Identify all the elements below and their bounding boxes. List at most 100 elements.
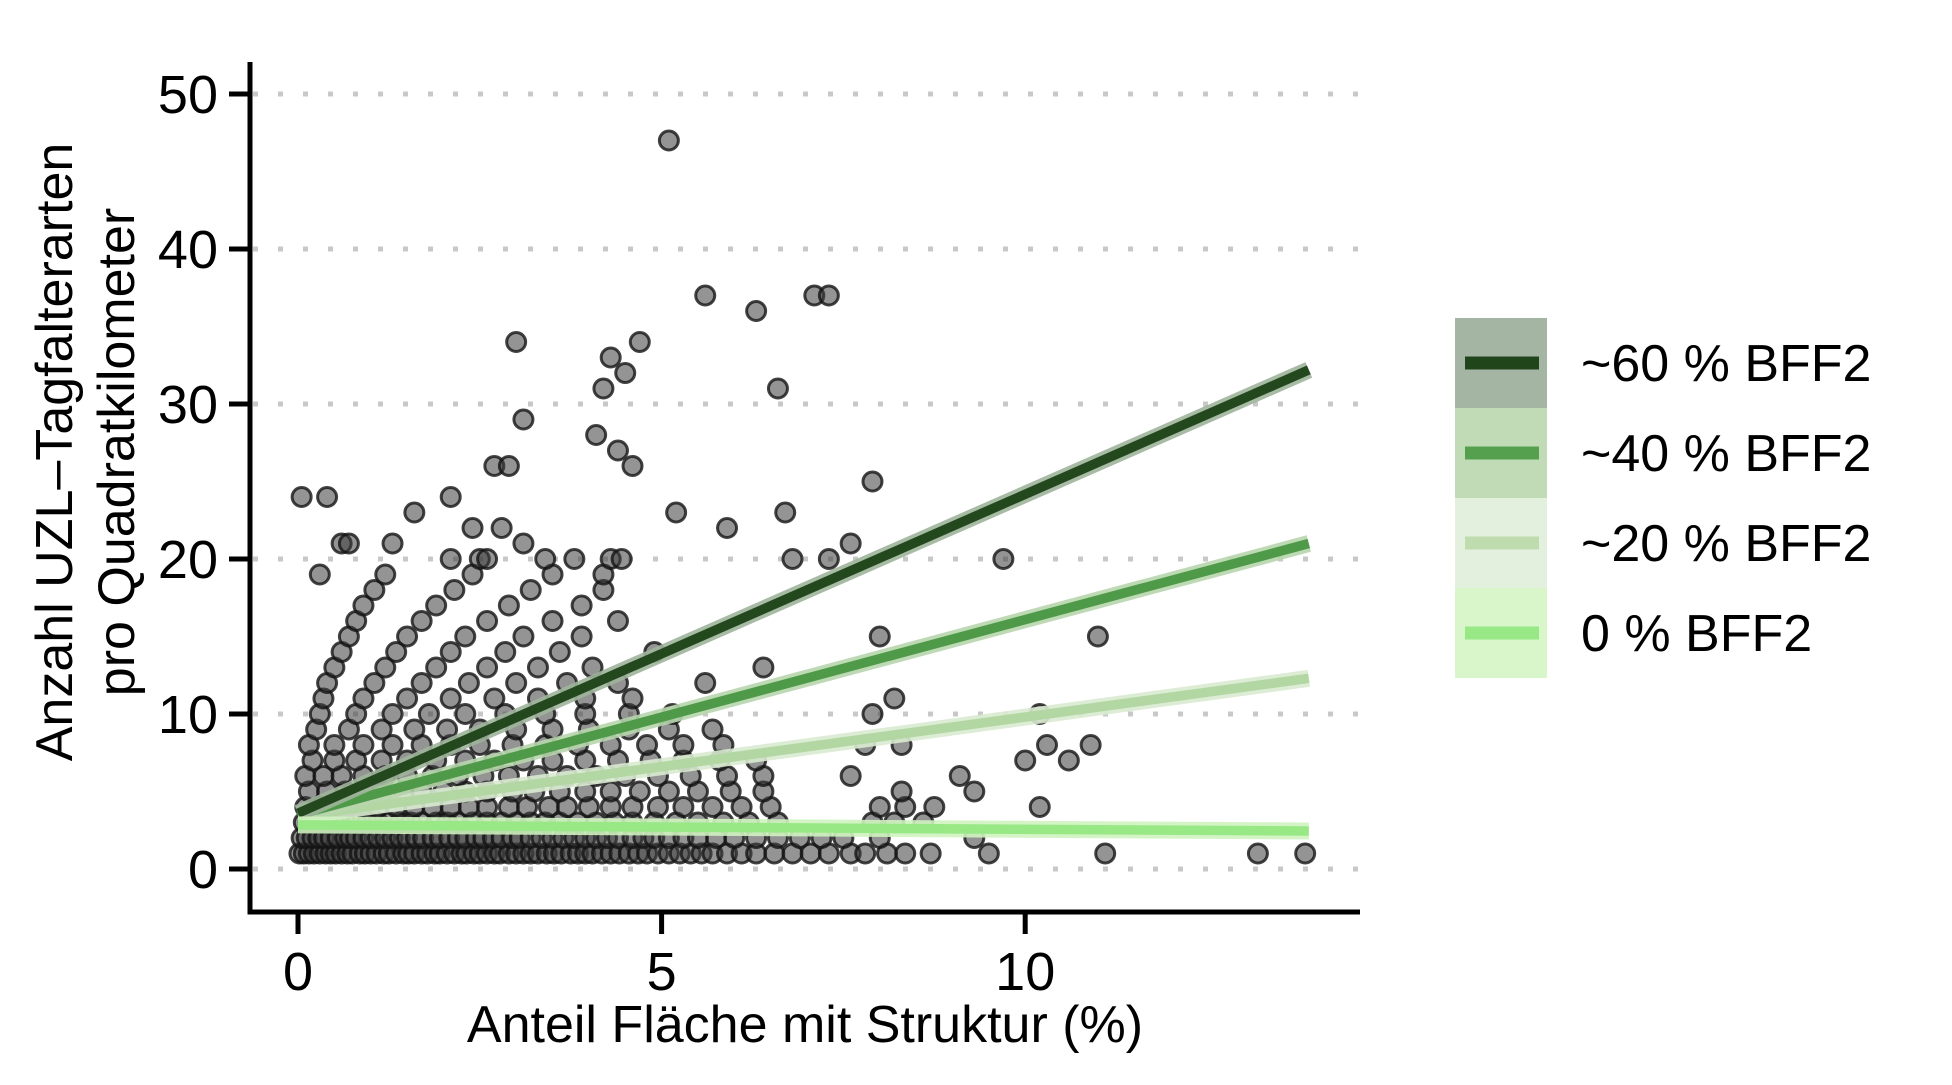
scatter-point bbox=[439, 641, 462, 663]
y-tick-label-10: 10 bbox=[158, 685, 218, 745]
scatter-point bbox=[381, 532, 404, 555]
trend-line-0 % BFF2 bbox=[297, 820, 1309, 836]
scatter-point bbox=[963, 780, 986, 803]
trend-lines bbox=[294, 362, 1313, 840]
scatter-point bbox=[781, 548, 804, 570]
scatter-point bbox=[385, 641, 408, 663]
y-tick-label-20: 20 bbox=[158, 530, 218, 590]
scatter-point bbox=[894, 842, 917, 865]
scatter-point bbox=[977, 842, 1000, 865]
scatter-point bbox=[883, 687, 906, 710]
scatter-point bbox=[526, 656, 549, 679]
scatter-point bbox=[606, 610, 629, 632]
scatter-point bbox=[628, 331, 651, 353]
scatter-point bbox=[443, 579, 466, 601]
scatter-point bbox=[694, 672, 717, 694]
scatter-point bbox=[461, 517, 484, 539]
scatter-point bbox=[716, 517, 739, 539]
scatter-point bbox=[519, 579, 542, 601]
scatter-point bbox=[476, 656, 499, 679]
scatter-point bbox=[374, 656, 397, 679]
scatter-point bbox=[352, 594, 375, 617]
scatter-point bbox=[410, 672, 433, 694]
trend-line-~60 % BFF2 bbox=[296, 365, 1311, 818]
scatter-point bbox=[370, 718, 393, 741]
scatter-point bbox=[817, 548, 840, 570]
scatter-point bbox=[1246, 842, 1269, 865]
scatter-point bbox=[570, 625, 593, 648]
scatter-point bbox=[614, 362, 637, 384]
scatter-point bbox=[403, 501, 426, 524]
x-tick-label-0: 0 bbox=[283, 942, 313, 1002]
axes bbox=[229, 62, 1360, 934]
tick-labels: 0 10 20 30 40 50 0 5 10 bbox=[158, 65, 1055, 1002]
x-tick-label-10: 10 bbox=[995, 942, 1055, 1002]
scatter-point bbox=[381, 734, 404, 756]
scatter-point bbox=[497, 455, 520, 477]
scatter-point bbox=[563, 548, 586, 570]
scatter-point bbox=[396, 687, 419, 710]
scatter-point bbox=[290, 486, 313, 508]
scatter-point bbox=[657, 129, 680, 152]
scatter-point bbox=[657, 780, 680, 803]
scatter-point bbox=[374, 563, 397, 586]
scatter-point bbox=[868, 625, 891, 648]
y-tick-label-0: 0 bbox=[188, 840, 218, 900]
scatter-point bbox=[672, 796, 695, 818]
scatter-point bbox=[621, 687, 644, 710]
scatter-point bbox=[352, 734, 375, 756]
scatter-point bbox=[439, 687, 462, 710]
legend-label-1: ~40 % BFF2 bbox=[1581, 425, 1871, 483]
scatter-point bbox=[425, 594, 448, 617]
legend-key-line-1 bbox=[1465, 446, 1539, 460]
scatter-point bbox=[494, 641, 517, 663]
scatter-point bbox=[868, 796, 891, 818]
scatter-point bbox=[497, 594, 520, 617]
scatter-point bbox=[672, 734, 695, 756]
scatter-point bbox=[701, 718, 724, 741]
scatter-point bbox=[505, 331, 528, 353]
scatter-point bbox=[505, 672, 528, 694]
scatter-point bbox=[766, 377, 789, 400]
scatter-point bbox=[745, 300, 768, 322]
scatter-point bbox=[923, 796, 946, 818]
scatter-point bbox=[646, 796, 669, 818]
scatter-point bbox=[337, 532, 360, 555]
scatter-point bbox=[363, 672, 386, 694]
scatter-point bbox=[992, 548, 1015, 570]
scatter-point bbox=[861, 470, 884, 493]
scatter-point bbox=[476, 548, 499, 570]
scatter-point bbox=[439, 486, 462, 508]
legend-label-2: ~20 % BFF2 bbox=[1581, 515, 1871, 573]
scatter-point bbox=[585, 424, 608, 446]
scatter-point bbox=[541, 610, 564, 632]
scatter-point bbox=[817, 284, 840, 307]
scatter-point bbox=[636, 734, 659, 756]
scatter-point bbox=[592, 377, 615, 400]
scatter-point bbox=[948, 765, 971, 787]
legend-label-0: ~60 % BFF2 bbox=[1581, 335, 1871, 393]
scatter-point bbox=[1014, 749, 1037, 772]
scatter-point bbox=[512, 408, 535, 431]
scatter-point bbox=[396, 625, 419, 648]
scatter-point bbox=[1036, 734, 1059, 756]
scatter-point bbox=[490, 517, 513, 539]
scatter-point bbox=[599, 346, 622, 369]
scatter-point bbox=[919, 842, 942, 865]
trend-line-~40 % BFF2 bbox=[296, 538, 1311, 820]
scatter-point bbox=[1094, 842, 1117, 865]
y-tick-label-40: 40 bbox=[158, 220, 218, 280]
legend-key-line-2 bbox=[1465, 536, 1539, 550]
scatter-point bbox=[512, 625, 535, 648]
legend-label-3: 0 % BFF2 bbox=[1581, 605, 1812, 663]
scatter-point bbox=[417, 703, 440, 725]
scatter-point bbox=[454, 703, 477, 725]
scatter-point bbox=[403, 718, 426, 741]
scatter-point bbox=[425, 656, 448, 679]
x-axis-title: Anteil Fläche mit Struktur (%) bbox=[467, 996, 1143, 1054]
scatter-point bbox=[457, 672, 480, 694]
scatter-point bbox=[381, 703, 404, 725]
x-tick-label-5: 5 bbox=[647, 942, 677, 1002]
y-axis-title-line1: Anzahl UZL–Tagfalterarten bbox=[26, 143, 84, 762]
